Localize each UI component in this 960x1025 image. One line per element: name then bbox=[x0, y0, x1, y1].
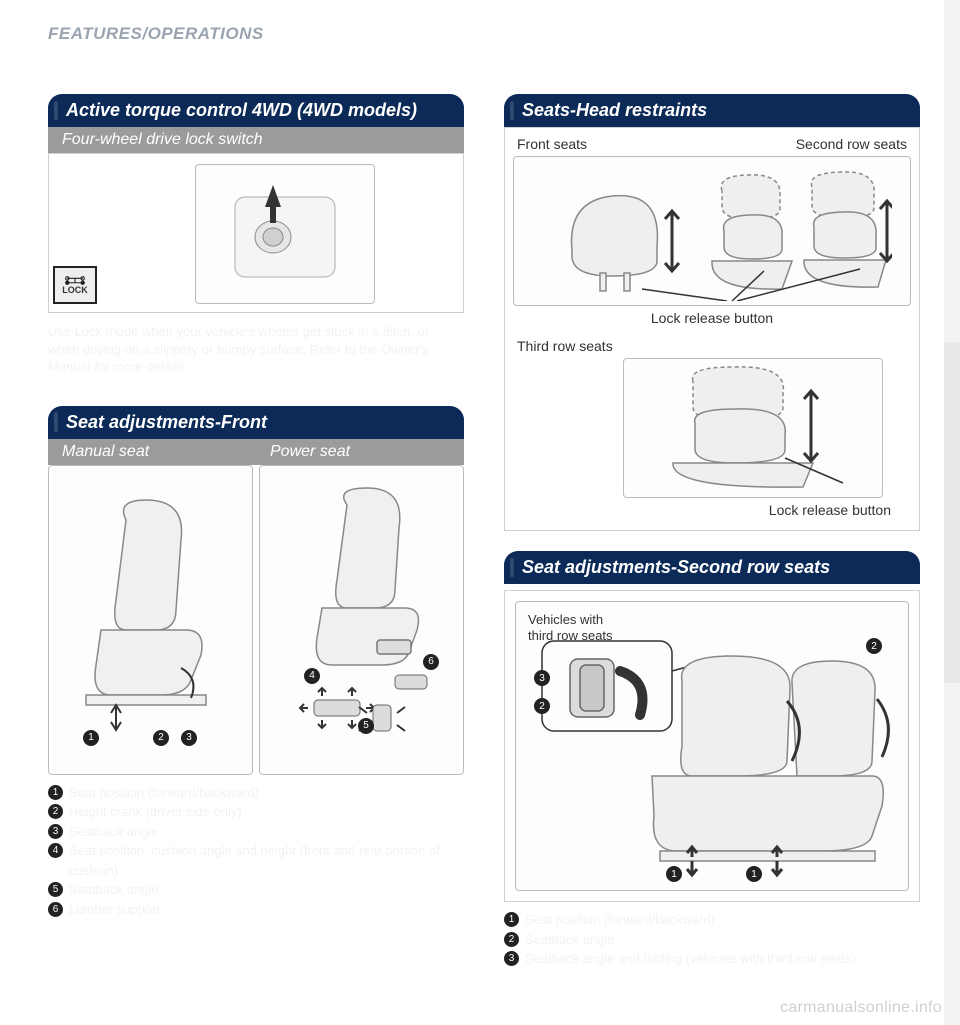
lock-release-caption-1: Lock release button bbox=[513, 310, 911, 326]
section-title: Active torque control 4WD (4WD models) bbox=[48, 94, 464, 127]
headrest-third-illustration bbox=[623, 358, 883, 498]
front-seat-legend: 1Seat position (forward/backward) 2Heigh… bbox=[48, 783, 464, 920]
callout-1a: 1 bbox=[666, 866, 682, 882]
callout-2: 2 bbox=[153, 730, 169, 746]
power-seat-illustration: 4 6 5 bbox=[259, 465, 464, 775]
callout-6: 6 bbox=[423, 654, 439, 670]
callout-2: 2 bbox=[866, 638, 882, 654]
manual-seat-illustration: 1 2 3 bbox=[48, 465, 253, 775]
callout-3: 3 bbox=[534, 670, 550, 686]
second-row-seat-illustration: Vehicles with third row seats bbox=[515, 601, 909, 891]
lock-label: LOCK bbox=[62, 285, 88, 295]
page-header: FEATURES/OPERATIONS bbox=[48, 24, 920, 44]
third-row-label: Third row seats bbox=[517, 338, 911, 354]
section-active-torque: Active torque control 4WD (4WD models) F… bbox=[48, 94, 464, 376]
section-seat-second-row: Seat adjustments-Second row seats Vehicl… bbox=[504, 551, 920, 969]
section-seat-front: Seat adjustments-Front Manual seat Power… bbox=[48, 406, 464, 920]
callout-4: 4 bbox=[304, 668, 320, 684]
section-title: Seat adjustments-Second row seats bbox=[504, 551, 920, 584]
lock-switch-figure: LOCK bbox=[48, 153, 464, 313]
section-subtitle: Four-wheel drive lock switch bbox=[48, 127, 464, 153]
lock-switch-illustration bbox=[195, 164, 375, 304]
callout-2b: 2 bbox=[534, 698, 550, 714]
watermark: carmanualsonline.info bbox=[780, 999, 942, 1017]
callout-5: 5 bbox=[358, 718, 374, 734]
section-title: Seats-Head restraints bbox=[504, 94, 920, 127]
lock-icon: LOCK bbox=[53, 266, 97, 304]
subtab-manual: Manual seat bbox=[48, 439, 256, 465]
callout-1b: 1 bbox=[746, 866, 762, 882]
second-row-label: Second row seats bbox=[796, 136, 907, 152]
callout-1: 1 bbox=[83, 730, 99, 746]
second-row-legend: 1Seat position (forward/backward) 2Seatb… bbox=[504, 910, 920, 969]
callout-3: 3 bbox=[181, 730, 197, 746]
lock-release-caption-2: Lock release button bbox=[513, 502, 911, 518]
lock-description: Use Lock mode when your vehicle's wheels… bbox=[48, 323, 464, 376]
front-seats-label: Front seats bbox=[517, 136, 587, 152]
inset-label: Vehicles with third row seats bbox=[528, 612, 613, 643]
subtab-power: Power seat bbox=[256, 439, 464, 465]
section-title: Seat adjustments-Front bbox=[48, 406, 464, 439]
headrest-top-illustration bbox=[513, 156, 911, 306]
section-head-restraints: Seats-Head restraints Front seats Second… bbox=[504, 94, 920, 531]
